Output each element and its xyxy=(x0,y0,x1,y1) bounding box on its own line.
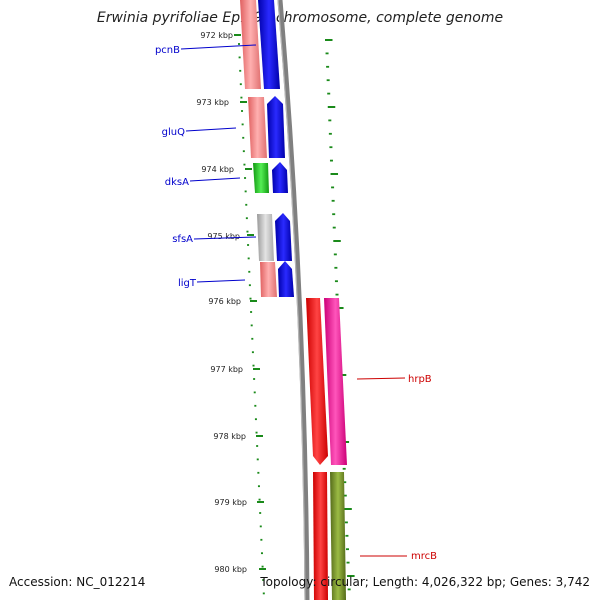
kbp-tick-label: 974 kbp xyxy=(201,165,234,174)
kbp-tick-label: 972 kbp xyxy=(200,31,233,40)
topology-text: Topology: circular; Length: 4,026,322 bp… xyxy=(260,575,590,589)
kbp-tick-label: 975 kbp xyxy=(207,232,240,241)
feature-pcnB-reverse xyxy=(240,0,261,89)
gene-label-gluq[interactable]: gluQ xyxy=(162,127,185,138)
gene-leader-line xyxy=(356,377,406,380)
gene-label-layer: pcnB gluQ dksA sfsA ligT hrpB mrcB xyxy=(155,44,437,562)
kbp-scale: 972 kbp 973 kbp 974 kbp 975 kbp 976 kbp 977 k… xyxy=(196,31,266,574)
kbp-tick-label: 973 kbp xyxy=(196,98,229,107)
reverse-strand-track xyxy=(240,0,328,600)
feature-sfsA-forward xyxy=(275,213,292,261)
gene-leader-line xyxy=(185,127,237,132)
feature-ligT-reverse xyxy=(260,262,277,297)
gene-leader-line xyxy=(180,44,257,50)
feature-hrpB-forward xyxy=(324,298,347,465)
feature-dksA-reverse xyxy=(253,163,269,193)
kbp-tick-label: 980 kbp xyxy=(214,565,247,574)
tick-dots-left xyxy=(238,43,265,595)
gene-label-ligt[interactable]: ligT xyxy=(178,278,197,289)
map-title: Erwinia pyrifoliae Ep1/96 chromosome, co… xyxy=(96,10,504,26)
kbp-tick-label: 979 kbp xyxy=(214,498,247,507)
genome-backbone xyxy=(277,0,310,600)
gene-leader-line xyxy=(193,236,257,240)
gene-label-dksa[interactable]: dksA xyxy=(165,177,189,188)
feature-sfsA-reverse xyxy=(257,214,274,261)
feature-mrcB-forward xyxy=(330,472,346,600)
feature-pcnB-forward xyxy=(258,0,280,89)
forward-strand-track xyxy=(258,0,347,600)
kbp-tick-label: 977 kbp xyxy=(210,365,243,374)
gene-label-sfsa[interactable]: sfsA xyxy=(172,234,193,245)
gene-label-hrpb[interactable]: hrpB xyxy=(408,374,432,385)
feature-mrcB-reverse xyxy=(313,472,328,600)
gene-label-mrcb[interactable]: mrcB xyxy=(411,551,437,562)
genome-backbone-highlight xyxy=(277,0,306,600)
feature-ligT-forward xyxy=(278,261,294,297)
accession-text: Accession: NC_012214 xyxy=(9,575,146,589)
feature-gluQ-reverse xyxy=(248,97,267,158)
feature-gluQ-forward xyxy=(267,96,285,158)
feature-hrpB-reverse xyxy=(306,298,328,465)
kbp-tick-label: 976 kbp xyxy=(208,297,241,306)
gene-label-pcnb[interactable]: pcnB xyxy=(155,45,180,56)
feature-dksA-forward xyxy=(272,162,288,193)
gene-leader-line xyxy=(189,177,241,182)
kbp-tick-label: 978 kbp xyxy=(213,432,246,441)
gene-leader-line xyxy=(196,279,246,283)
